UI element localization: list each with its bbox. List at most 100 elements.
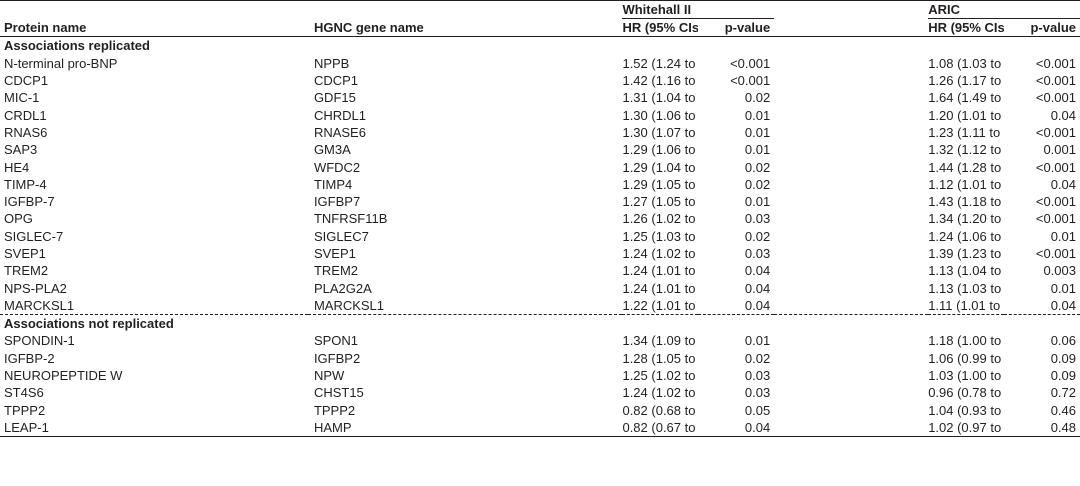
- whitehall-hr-cell: 0.82 (0.68 to 1.00): [622, 402, 698, 418]
- aric-hr-cell: 1.64 (1.49 to 1.82): [928, 90, 1004, 106]
- column-header-row: Protein name HGNC gene name HR (95% CIs)…: [0, 18, 1080, 38]
- aric-p-cell: 0.001: [1043, 142, 1076, 158]
- table-row: SIGLEC-7 SIGLEC7 1.25 (1.03 to 1.52) 0.02 1.…: [0, 228, 1080, 245]
- table-row: SAP3 GM3A 1.29 (1.06 to 1.57) 0.01 1.32 (1.1…: [0, 141, 1080, 158]
- whitehall-p-cell: 0.02: [744, 350, 771, 366]
- table-row: IGFBP-7 IGFBP7 1.27 (1.05 to 1.54) 0.01 1.43…: [0, 193, 1080, 210]
- cohort-label-aric: ARIC: [928, 0, 1080, 19]
- gene-name-cell: SVEP1: [313, 246, 356, 261]
- aric-p-cell: 0.09: [1050, 368, 1076, 384]
- results-table: Whitehall II ARIC Protein name HGNC gene…: [0, 0, 1080, 438]
- aric-p-cell: 0.46: [1050, 402, 1076, 418]
- whitehall-hr-cell: 1.30 (1.07 to 1.57): [622, 124, 698, 140]
- protein-name-cell: IGFBP-2: [4, 350, 55, 366]
- aric-hr-cell: 1.13 (1.03 to 1.25): [928, 280, 1004, 296]
- protein-name-cell: MIC-1: [4, 90, 40, 106]
- whitehall-p-cell: 0.01: [744, 333, 771, 349]
- table-row: CDCP1 CDCP1 1.42 (1.16 to 1.73) <0.001 1.26 …: [0, 72, 1080, 89]
- protein-name-cell: SIGLEC-7: [4, 228, 64, 244]
- protein-name-cell: NPS-PLA2: [4, 280, 67, 296]
- section-heading-row: Associations not replicated: [0, 315, 1080, 333]
- gene-name-cell: NPPB: [313, 55, 350, 71]
- whitehall-hr-cell: 1.24 (1.02 to 1.51): [622, 246, 698, 261]
- aric-p-cell: <0.001: [1035, 124, 1076, 140]
- protein-name-cell: CDCP1: [4, 73, 49, 89]
- protein-name-cell: SVEP1: [4, 246, 46, 261]
- protein-name-cell: OPG: [4, 211, 33, 227]
- aric-p-cell: <0.001: [1035, 211, 1076, 227]
- whitehall-p-cell: 0.01: [744, 142, 771, 158]
- aric-hr-cell: 1.34 (1.20 to 1.50): [928, 211, 1004, 227]
- cohort-label-whitehall: Whitehall II: [622, 0, 775, 19]
- whitehall-hr-cell: 1.25 (1.03 to 1.52): [622, 228, 698, 244]
- gene-name-cell: NPW: [313, 368, 345, 384]
- whitehall-hr-cell: 1.30 (1.06 to 1.59): [622, 107, 698, 123]
- aric-hr-cell: 1.12 (1.01 to 1.26): [928, 176, 1004, 192]
- whitehall-p-cell: 0.01: [744, 107, 771, 123]
- gene-name-cell: IGFBP7: [313, 194, 361, 210]
- protein-name-cell: HE4: [4, 159, 30, 175]
- whitehall-p-cell: 0.05: [744, 402, 771, 418]
- aric-hr-cell: 1.06 (0.99 to 1.13): [928, 350, 1004, 366]
- aric-p-cell: <0.001: [1035, 246, 1076, 261]
- protein-name-cell: NEUROPEPTIDE W: [4, 368, 123, 384]
- column-header-aric-p: p-value: [1004, 18, 1080, 38]
- table-row: TREM2 TREM2 1.24 (1.01 to 1.51) 0.04 1.13 (1…: [0, 262, 1080, 279]
- gene-name-cell: GM3A: [313, 142, 351, 158]
- aric-p-cell: 0.04: [1050, 176, 1076, 192]
- aric-hr-cell: 1.24 (1.06 to 1.45): [928, 228, 1004, 244]
- aric-hr-cell: 1.23 (1.11 to 1.37): [928, 124, 1004, 140]
- column-header-aric-hr: HR (95% CIs): [928, 18, 1005, 38]
- whitehall-p-cell: 0.04: [698, 296, 775, 316]
- aric-p-cell: 0.06: [1050, 333, 1076, 349]
- table-row: HE4 WFDC2 1.29 (1.04 to 1.60) 0.02 1.44 (1.2…: [0, 158, 1080, 175]
- column-header-protein: Protein name: [0, 18, 308, 38]
- gene-name-cell: CHRDL1: [313, 107, 366, 123]
- protein-name-cell: IGFBP-7: [4, 194, 55, 210]
- aric-p-cell: 0.01: [1050, 228, 1076, 244]
- table-row: ST4S6 CHST15 1.24 (1.02 to 1.50) 0.03 0.96 (…: [0, 384, 1080, 401]
- gene-name-cell: RNASE6: [313, 124, 366, 140]
- gene-name-cell: TNFRSF11B: [313, 211, 388, 227]
- whitehall-p-cell: 0.04: [744, 263, 771, 279]
- gene-name-cell: TIMP4: [313, 176, 353, 192]
- whitehall-p-cell: 0.03: [744, 246, 771, 261]
- table-row: MIC-1 GDF15 1.31 (1.04 to 1.65) 0.02 1.64 (1…: [0, 89, 1080, 106]
- table-row: RNAS6 RNASE6 1.30 (1.07 to 1.57) 0.01 1.23 (…: [0, 124, 1080, 141]
- gene-name-cell: CHST15: [313, 385, 364, 401]
- aric-p-cell: 0.48: [1004, 418, 1080, 438]
- protein-name-cell: SAP3: [4, 142, 38, 158]
- gene-name-cell: TREM2: [313, 263, 358, 279]
- protein-name-cell: MARCKSL1: [0, 296, 308, 316]
- aric-hr-cell: 1.11 (1.01 to 1.22): [928, 296, 1005, 316]
- aric-p-cell: <0.001: [1035, 194, 1076, 210]
- gene-name-cell: WFDC2: [313, 159, 361, 175]
- aric-p-cell: <0.001: [1035, 90, 1076, 106]
- aric-p-cell: 0.003: [1043, 263, 1076, 279]
- whitehall-hr-cell: 1.25 (1.02 to 1.53): [622, 368, 698, 384]
- gene-name-cell: MARCKSL1: [307, 296, 623, 316]
- table-row: TPPP2 TPPP2 0.82 (0.68 to 1.00) 0.05 1.04 (0…: [0, 402, 1080, 419]
- whitehall-p-cell: <0.001: [730, 73, 771, 89]
- aric-hr-cell: 1.43 (1.18 to 1.72): [928, 194, 1004, 210]
- gene-name-cell: CDCP1: [313, 73, 359, 89]
- whitehall-hr-cell: 0.82 (0.67 to 0.99): [622, 418, 699, 438]
- cohort-header-row: Whitehall II ARIC: [0, 0, 1080, 19]
- table-row: NPS-PLA2 PLA2G2A 1.24 (1.01 to 1.51) 0.04 1.…: [0, 279, 1080, 296]
- whitehall-hr-cell: 1.52 (1.24 to 1.88): [622, 55, 698, 71]
- aric-p-cell: <0.001: [1035, 55, 1076, 71]
- aric-hr-cell: 1.20 (1.01 to 1.42): [928, 107, 1004, 123]
- table-row: SVEP1 SVEP1 1.24 (1.02 to 1.51) 0.03 1.39 (1…: [0, 245, 1080, 262]
- table-row: NEUROPEPTIDE W NPW 1.25 (1.02 to 1.53) 0.03…: [0, 367, 1080, 384]
- protein-name-cell: N-terminal pro-BNP: [4, 55, 118, 71]
- aric-p-cell: 0.04: [1050, 107, 1076, 123]
- whitehall-hr-cell: 1.28 (1.05 to 1.57): [622, 350, 698, 366]
- gene-name-cell: PLA2G2A: [313, 280, 372, 296]
- whitehall-hr-cell: 1.24 (1.01 to 1.51): [622, 263, 698, 279]
- aric-hr-cell: 1.26 (1.17 to 1.37): [928, 73, 1004, 89]
- section-heading-row: Associations replicated: [0, 37, 1080, 55]
- aric-hr-cell: 0.96 (0.78 to 1.18): [928, 385, 1004, 401]
- whitehall-p-cell: 0.02: [744, 228, 771, 244]
